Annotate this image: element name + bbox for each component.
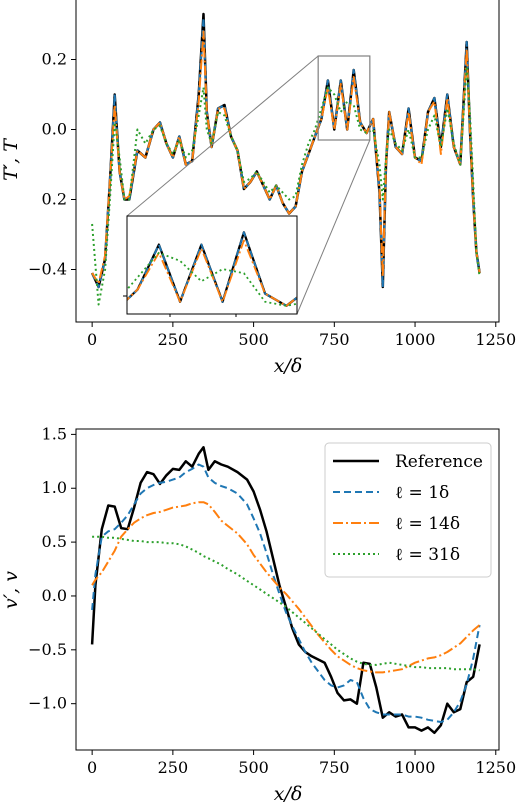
x-tick-label: 750: [319, 758, 350, 777]
y-tick-label: 0.2: [42, 190, 67, 209]
series-group: [90, 446, 481, 735]
legend: Reference ℓ = 1δ ℓ = 14δ ℓ = 31δ: [324, 442, 492, 578]
x-ticks: 0 250 500 750 1000 1250: [87, 322, 516, 349]
legend-box: [324, 442, 492, 578]
x-tick-label: 1250: [475, 758, 516, 777]
x-axis-label: x/δ: [274, 783, 303, 805]
y-axis-label: v′, v: [0, 571, 22, 609]
y-tick-label: −1.0: [28, 694, 67, 713]
line-l31: [92, 535, 480, 672]
x-tick-label: 0: [87, 758, 97, 777]
line-l14: [91, 501, 481, 674]
x-tick-label: 500: [238, 330, 269, 349]
y-tick-label: 0.5: [42, 532, 67, 551]
zoom-connector: [126, 55, 319, 217]
y-tick-label: −0.4: [28, 260, 67, 279]
y-ticks: −0.4 0.2 0.0 0.2: [28, 50, 76, 279]
line-l1: [91, 463, 481, 723]
legend-label-l31: ℓ = 31δ: [395, 545, 460, 565]
zoom-indicator: [126, 55, 371, 315]
zoom-box: [317, 55, 371, 141]
x-tick-label: 750: [319, 330, 350, 349]
inset-background: [127, 216, 297, 314]
x-tick-label: 250: [158, 330, 189, 349]
series-group: [90, 12, 481, 306]
legend-label-l14: ℓ = 14δ: [395, 514, 460, 534]
line-l31: [91, 65, 481, 306]
y-tick-label: 0.0: [42, 586, 67, 605]
y-axis-label: T′, T: [0, 138, 22, 181]
x-tick-label: 1000: [395, 758, 436, 777]
legend-label-l1: ℓ = 1δ: [395, 483, 449, 503]
zoom-connector: [296, 139, 371, 315]
inset-frame: [126, 215, 298, 315]
y-tick-label: 1.0: [42, 478, 67, 497]
x-tick-label: 250: [158, 758, 189, 777]
y-ticks: −1.0 −0.5 0.0 0.5 1.0 1.5: [28, 424, 76, 713]
line-l14: [91, 30, 481, 285]
legend-label-reference: Reference: [395, 452, 483, 472]
inset-axes: [123, 215, 298, 317]
x-tick-label: 1250: [475, 330, 516, 349]
temperature-panel: 0 250 500 750 1000 1250 −0.4 0.2 0.0 0.2 x/δ T′,…: [0, 0, 516, 377]
x-ticks: 0 250 500 750 1000 1250: [87, 750, 516, 777]
y-tick-label: 1.5: [42, 424, 67, 443]
x-tick-label: 1000: [395, 330, 436, 349]
y-tick-label: −0.5: [28, 640, 67, 659]
y-tick-label: 0.2: [42, 50, 67, 69]
x-axis-label: x/δ: [274, 355, 303, 377]
x-tick-label: 500: [238, 758, 269, 777]
axes-frame: [75, 0, 500, 323]
x-tick-label: 0: [87, 330, 97, 349]
y-tick-label: 0.0: [42, 120, 67, 139]
axes-frame: [75, 428, 500, 751]
velocity-panel: 0 250 500 750 1000 1250 −1.0−0.50.00.51.01.5 …: [0, 424, 516, 805]
